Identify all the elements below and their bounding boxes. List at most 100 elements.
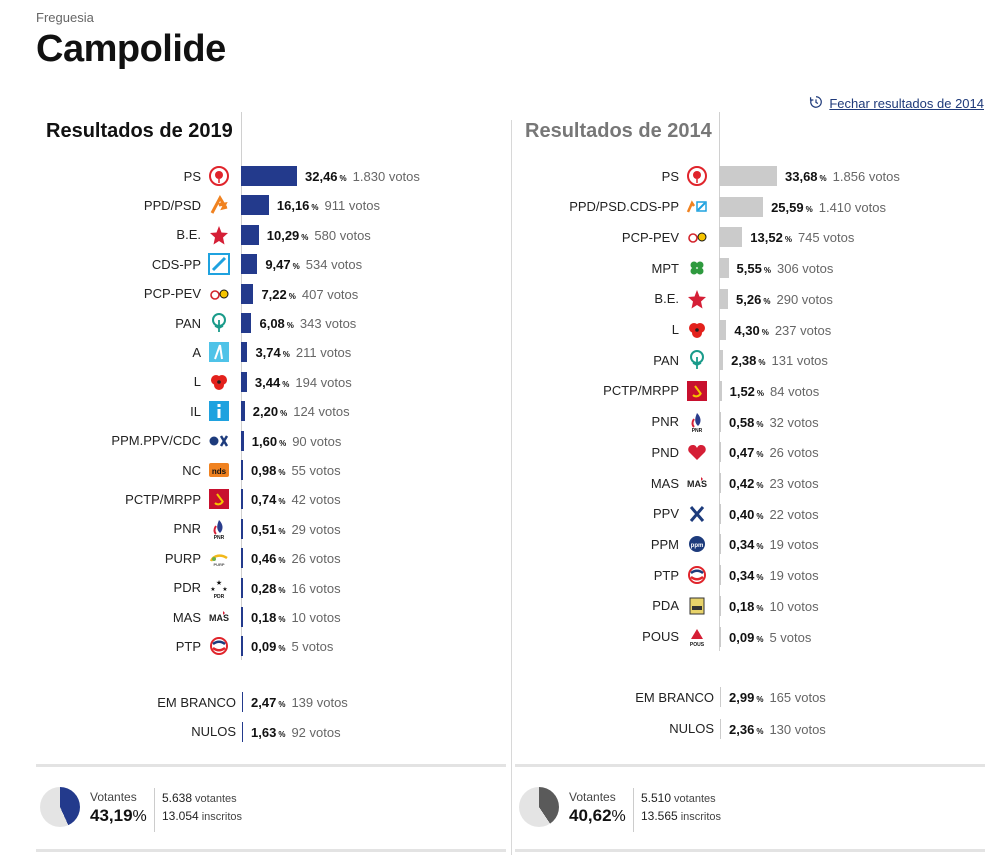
party-percentage: 1,63 bbox=[251, 724, 277, 740]
svg-text:MAS: MAS bbox=[687, 479, 707, 489]
party-result-row: PTP 0,09% 5 votos bbox=[36, 634, 506, 658]
close-2014-results-link[interactable]: Fechar resultados de 2014 bbox=[809, 95, 984, 112]
percent-sign: % bbox=[278, 585, 286, 595]
percent-sign: % bbox=[279, 438, 287, 448]
percent-sign: % bbox=[756, 450, 764, 460]
party-name: PNR bbox=[173, 521, 201, 537]
party-result-row: NULOS 1,63% 92 votos bbox=[36, 720, 506, 744]
party-result-row: B.E. 10,29% 580 votos bbox=[36, 223, 506, 247]
special-axis-line bbox=[241, 692, 242, 744]
percent-sign: % bbox=[756, 542, 764, 552]
party-name: EM BRANCO bbox=[157, 694, 236, 710]
party-votes: 29 votos bbox=[291, 521, 341, 537]
mrpp-hammer-sickle-icon bbox=[686, 380, 708, 402]
result-bar bbox=[241, 518, 243, 539]
party-percentage: 3,74 bbox=[255, 345, 281, 361]
result-bar bbox=[719, 380, 722, 401]
pda-icon bbox=[686, 595, 708, 617]
close-link-label: Fechar resultados de 2014 bbox=[829, 96, 984, 111]
party-name: PS bbox=[661, 168, 679, 184]
party-result-row: CDS-PP 9,47% 534 votos bbox=[36, 252, 506, 276]
psd-cds-icon bbox=[686, 196, 708, 218]
result-bar bbox=[719, 534, 721, 555]
party-name: PCP-PEV bbox=[143, 286, 201, 302]
party-name: POUS bbox=[642, 629, 679, 644]
party-votes: 745 votos bbox=[797, 230, 855, 246]
party-result-row: NULOS 2,36% 130 votos bbox=[515, 717, 985, 741]
party-result-row: PCP-PEV 13,52% 745 votos bbox=[515, 225, 985, 249]
result-bar bbox=[719, 473, 721, 493]
svg-text:★: ★ bbox=[222, 586, 227, 593]
party-votes: 55 votos bbox=[291, 463, 341, 478]
turnout-divider bbox=[633, 788, 634, 832]
party-name: B.E. bbox=[176, 227, 201, 243]
result-bar bbox=[719, 626, 721, 647]
percent-sign: % bbox=[278, 468, 286, 477]
party-percentage: 0,09 bbox=[251, 639, 277, 655]
footer-top-rule bbox=[36, 764, 506, 767]
party-name: IL bbox=[190, 403, 201, 419]
voters-count-value: 5.510 bbox=[641, 791, 672, 805]
result-bar bbox=[241, 195, 269, 216]
party-result-row: PPM.PPV/CDC 1,60% 90 votos bbox=[36, 429, 506, 453]
livre-poppy-icon bbox=[208, 371, 230, 393]
party-votes: 26 votos bbox=[769, 445, 819, 461]
party-result-row: PAN 6,08% 343 votos bbox=[36, 311, 506, 335]
party-name: MAS bbox=[172, 609, 201, 625]
party-votes: 10 votos bbox=[291, 610, 341, 625]
result-bar bbox=[241, 721, 243, 742]
party-percentage: 0,47 bbox=[729, 445, 755, 461]
page-title: Campolide bbox=[36, 28, 226, 70]
party-percentage: 0,34 bbox=[729, 568, 755, 584]
center-divider bbox=[511, 120, 512, 855]
party-percentage: 4,30 bbox=[734, 322, 760, 338]
party-votes: 5 votos bbox=[291, 639, 334, 655]
mpt-clover-icon bbox=[686, 257, 708, 279]
party-votes: 407 votos bbox=[301, 286, 359, 302]
svg-text:PDR: PDR bbox=[214, 594, 225, 599]
svg-text:PNR: PNR bbox=[214, 535, 225, 540]
party-votes: 534 votos bbox=[305, 257, 363, 273]
party-result-row: PAN 2,38% 131 votos bbox=[515, 348, 985, 372]
party-result-row: A 3,74% 211 votos bbox=[36, 340, 506, 364]
result-bar bbox=[719, 258, 729, 279]
result-bar bbox=[241, 313, 252, 333]
party-percentage: 1,60 bbox=[251, 433, 278, 449]
percent-sign: % bbox=[763, 296, 771, 306]
party-percentage: 0,28 bbox=[251, 580, 277, 596]
livre-poppy-icon bbox=[686, 319, 708, 341]
result-bar bbox=[719, 565, 721, 586]
pdr-stars-icon: ★ ★ ★ PDR bbox=[208, 577, 230, 599]
percent-sign: % bbox=[339, 174, 347, 183]
results-2019-title: Resultados de 2019 bbox=[46, 120, 233, 142]
percent-sign: % bbox=[758, 358, 766, 368]
percent-sign: % bbox=[278, 526, 286, 536]
percent-sign: % bbox=[805, 204, 813, 214]
party-name: NULOS bbox=[669, 721, 714, 736]
party-votes: 84 votos bbox=[770, 383, 820, 399]
party-percentage: 2,38 bbox=[731, 353, 757, 369]
party-votes: 290 votos bbox=[776, 291, 833, 307]
party-percentage: 2,99 bbox=[729, 690, 755, 705]
party-votes: 343 votos bbox=[299, 316, 357, 331]
registered-count-value: 13.565 bbox=[641, 809, 678, 823]
percent-sign: % bbox=[311, 203, 319, 213]
percent-sign: % bbox=[784, 235, 792, 245]
percent-sign: % bbox=[756, 419, 764, 429]
party-percentage: 2,36 bbox=[729, 721, 755, 737]
percent-sign: % bbox=[763, 266, 771, 276]
percent-sign: % bbox=[756, 388, 765, 398]
party-votes: 23 votos bbox=[769, 476, 819, 491]
party-percentage: 2,20 bbox=[252, 404, 279, 420]
party-percentage: 5,55 bbox=[736, 261, 762, 277]
party-name: B.E. bbox=[654, 291, 679, 307]
pan-tree-icon bbox=[208, 312, 230, 334]
party-percentage: 32,46 bbox=[305, 169, 338, 184]
voters-count: 5.510 votantes bbox=[641, 791, 716, 805]
percent-sign: % bbox=[756, 511, 764, 521]
voters-count-value: 5.638 bbox=[162, 791, 193, 805]
mas-icon: MAS bbox=[686, 472, 708, 494]
percent-sign: % bbox=[288, 291, 296, 301]
party-votes: 130 votos bbox=[769, 721, 826, 737]
party-name: PAN bbox=[653, 352, 679, 368]
